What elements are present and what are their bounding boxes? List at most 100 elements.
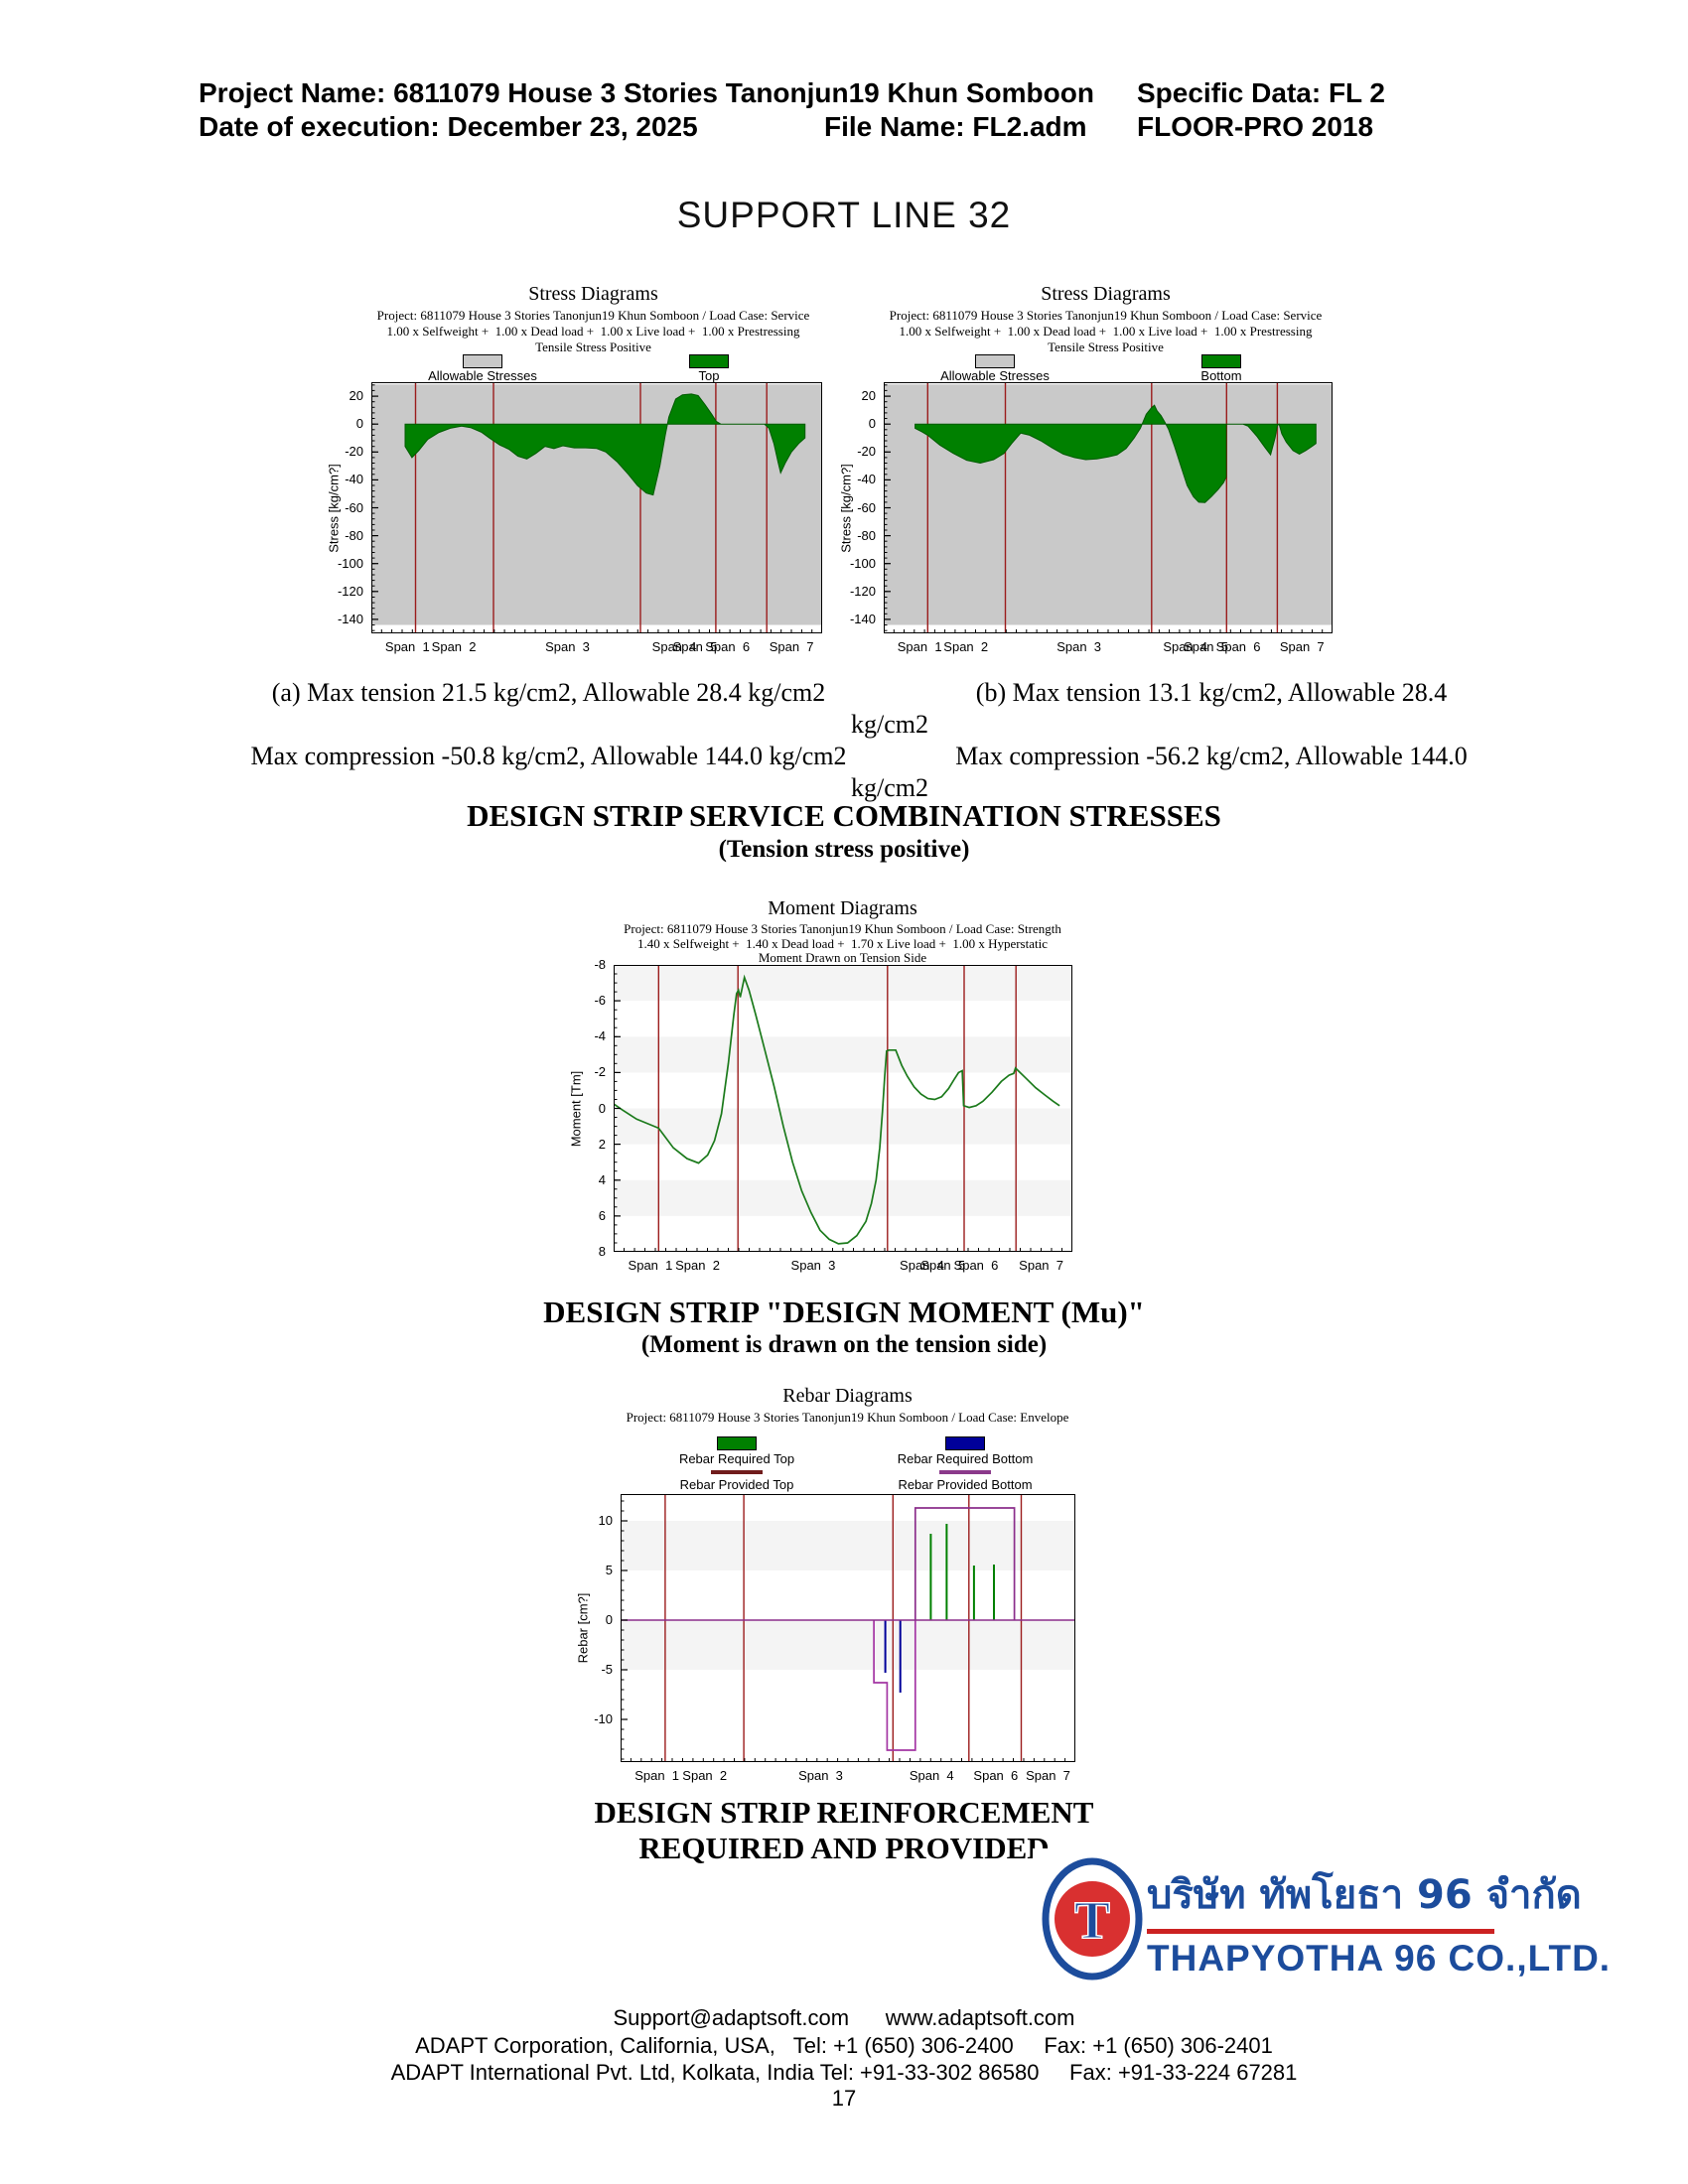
caption-a: (a) Max tension 21.5 kg/cm2, Allowable 2…: [169, 677, 928, 804]
chart-title: Stress Diagrams: [528, 283, 658, 305]
x-span-label: Span 3: [790, 1258, 836, 1273]
header-file-name: File Name: FL2.adm: [824, 111, 1087, 142]
x-span-label: Span 7: [1026, 1768, 1070, 1783]
subheading-tension-side: (Moment is drawn on the tension side): [640, 1331, 1048, 1358]
chart-subtitle: 1.40 x Selfweight + 1.40 x Dead load + 1…: [636, 936, 1048, 951]
stress-bottom-plot: [884, 382, 1333, 633]
x-span-label: Span 3: [545, 639, 590, 654]
legend-label-rebar-provided-bottom: Rebar Provided Bottom: [898, 1477, 1033, 1492]
caption-a-compression: Max compression -50.8 kg/cm2, Allowable …: [250, 742, 847, 770]
caption-a-tension-wrap: kg/cm2: [851, 710, 928, 739]
x-span-label: Span 6: [953, 1258, 999, 1273]
x-span-label: Span 1: [384, 639, 430, 654]
legend-label-top-stress: Top: [698, 368, 720, 383]
chart-subtitle: Moment Drawn on Tension Side: [758, 950, 927, 965]
y-tick-label: -8: [594, 957, 606, 972]
y-tick-label: 6: [598, 1207, 606, 1223]
y-tick-label: -80: [345, 527, 363, 543]
legend-swatch-bottom-stress: [1201, 354, 1241, 368]
legend-label-rebar-provided-top: Rebar Provided Top: [679, 1477, 794, 1492]
x-span-label: Span 7: [1279, 639, 1325, 654]
footer-usa-office: ADAPT Corporation, California, USA, Tel:…: [415, 2033, 1273, 2058]
rebar-diagram-figure: Rebar Diagrams Project: 6811079 House 3 …: [562, 1385, 1133, 1802]
x-span-label: Span 2: [943, 639, 989, 654]
page-number: 17: [831, 2086, 857, 2111]
x-span-label: Span 6: [705, 639, 751, 654]
stress-diagram-top-figure: Stress Diagrams Project: 6811079 House 3…: [308, 283, 879, 680]
footer-contact-web: Support@adaptsoft.com www.adaptsoft.com: [613, 2005, 1075, 2030]
x-span-label: Span 5: [920, 1258, 966, 1273]
caption-a-compression-wrap: kg/cm2: [851, 773, 928, 802]
chart-title: Moment Diagrams: [768, 897, 917, 919]
y-tick-label: 20: [349, 388, 363, 404]
legend-label-allowable-stresses: Allowable Stresses: [428, 368, 537, 383]
x-span-label: Span 1: [634, 1768, 680, 1783]
y-tick-label: -120: [849, 583, 876, 599]
chart-subtitle: 1.00 x Selfweight + 1.00 x Dead load + 1…: [386, 324, 800, 339]
chart-subtitle: Tensile Stress Positive: [535, 340, 651, 354]
x-span-label: Span 2: [682, 1768, 728, 1783]
x-span-label: Span 6: [1215, 639, 1261, 654]
x-span-label: Span 3: [1056, 639, 1102, 654]
y-tick-label: 0: [598, 1100, 606, 1116]
stress-top-plot: [371, 382, 822, 633]
x-span-label: Span 4: [900, 1258, 944, 1273]
company-logo: T บริษัท ทัพโยธา 96 จำกัด THAPYOTHA 96 C…: [1033, 1848, 1610, 1992]
heading-design-moment: DESIGN STRIP "DESIGN MOMENT (Mu)": [543, 1295, 1145, 1329]
y-tick-label: -140: [849, 611, 876, 626]
y-tick-label: -80: [857, 527, 876, 543]
legend-label-rebar-required-top: Rebar Required Top: [678, 1451, 795, 1466]
legend-swatch-allowable-stresses: [975, 354, 1015, 368]
y-axis-title: Moment [Tm]: [568, 1070, 584, 1147]
chart-subtitle: Tensile Stress Positive: [1048, 340, 1164, 354]
y-tick-label: 2: [598, 1136, 606, 1152]
x-span-label: Span 4: [1163, 639, 1208, 654]
moment-diagram-figure: Moment Diagrams Project: 6811079 House 3…: [557, 893, 1128, 1291]
y-tick-label: 0: [868, 416, 876, 432]
chart-title: Rebar Diagrams: [782, 1385, 913, 1407]
y-tick-label: 10: [598, 1513, 613, 1528]
chart-title: Stress Diagrams: [1041, 283, 1171, 305]
caption-a-tension: (a) Max tension 21.5 kg/cm2, Allowable 2…: [271, 678, 826, 707]
company-logo-mark: T: [1042, 1857, 1143, 1980]
logo-letter: T: [1074, 1890, 1110, 1950]
legend-label-bottom-stress: Bottom: [1200, 368, 1242, 383]
caption-b-spacer: [938, 709, 1484, 741]
caption-b: (b) Max tension 13.1 kg/cm2, Allowable 2…: [938, 677, 1484, 772]
header-specific-data: Specific Data: FL 2: [1137, 77, 1386, 108]
y-tick-label: -20: [857, 444, 876, 460]
y-tick-label: -100: [337, 555, 363, 571]
logo-divider: [1147, 1929, 1494, 1934]
y-tick-label: -10: [594, 1711, 613, 1726]
y-tick-label: -120: [337, 583, 363, 599]
legend-swatch-rebar-required-bottom: [945, 1436, 985, 1450]
x-span-label: Span 5: [1184, 639, 1228, 654]
heading-rebar-line1: DESIGN STRIP REINFORCEMENT: [594, 1795, 1094, 1830]
y-tick-label: -40: [857, 472, 876, 487]
legend-swatch-top-stress: [689, 354, 729, 368]
y-tick-label: -60: [857, 499, 876, 515]
y-tick-label: 8: [598, 1244, 606, 1259]
chart-subtitle: Project: 6811079 House 3 Stories Tanonju…: [624, 921, 1061, 936]
chart-subtitle: 1.00 x Selfweight + 1.00 x Dead load + 1…: [899, 324, 1313, 339]
x-span-label: Span 7: [1019, 1258, 1063, 1273]
heading-rebar-line2: REQUIRED AND PROVIDED: [638, 1831, 1050, 1865]
rebar-plot: [621, 1494, 1075, 1762]
legend-swatch-rebar-required-top: [717, 1436, 757, 1450]
y-tick-label: 20: [861, 388, 876, 404]
y-axis-title: Rebar [cm?]: [575, 1592, 591, 1664]
y-tick-label: 4: [598, 1171, 606, 1187]
y-tick-label: -100: [849, 555, 876, 571]
stress-diagram-bottom-figure: Stress Diagrams Project: 6811079 House 3…: [820, 283, 1391, 680]
moment-plot: [613, 964, 1072, 1253]
header-execution-date: Date of execution: December 23, 2025: [199, 111, 698, 142]
y-tick-label: -5: [601, 1662, 613, 1677]
x-span-label: Span 1: [628, 1258, 673, 1273]
page-title: SUPPORT LINE 32: [676, 195, 1012, 235]
x-span-label: Span 4: [651, 639, 697, 654]
y-tick-label: -20: [345, 444, 363, 460]
caption-b-tension: (b) Max tension 13.1 kg/cm2, Allowable 2…: [975, 678, 1448, 707]
footer-india-office: ADAPT International Pvt. Ltd, Kolkata, I…: [390, 2060, 1298, 2085]
x-span-label: Span 6: [973, 1768, 1019, 1783]
